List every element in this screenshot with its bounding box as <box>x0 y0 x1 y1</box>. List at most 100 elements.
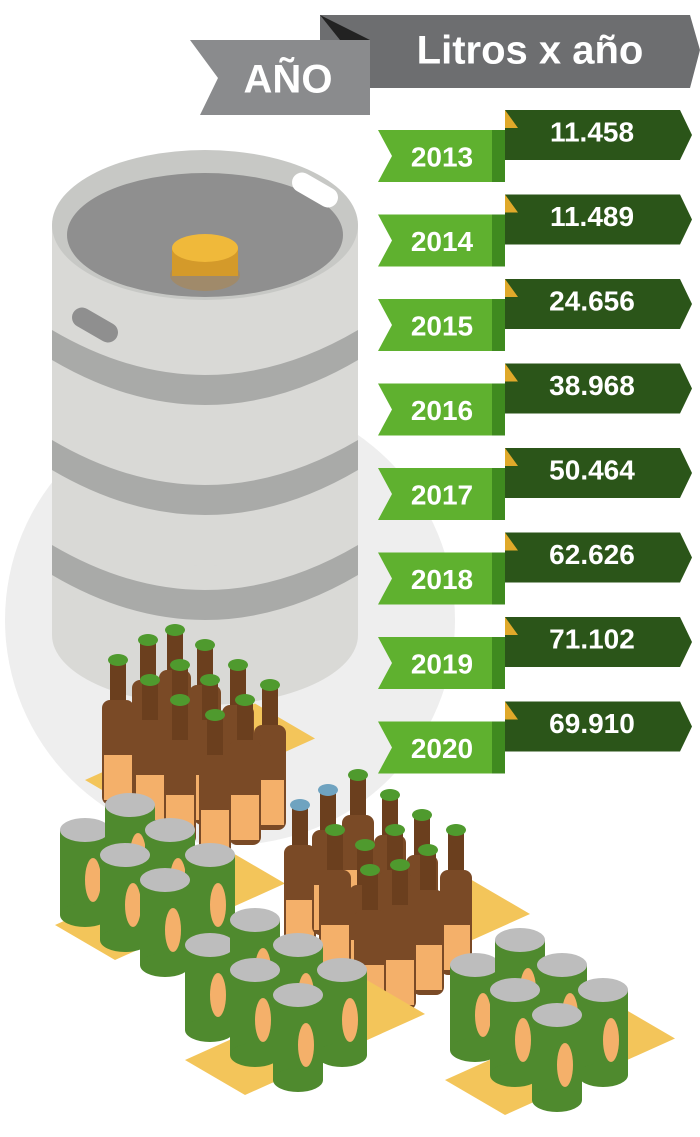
bottle-cap <box>195 639 215 651</box>
year-ribbon-edge <box>492 383 505 436</box>
value-ribbon <box>505 617 692 667</box>
props <box>55 624 675 1115</box>
can-bottom <box>450 1038 500 1062</box>
bottle-neck <box>237 700 253 740</box>
year-label: 2018 <box>411 564 473 595</box>
bottle-neck <box>142 680 158 720</box>
bottle-label <box>104 755 132 800</box>
can-top <box>450 953 500 977</box>
ribbon-fold <box>505 194 518 213</box>
bottle-cap <box>138 634 158 646</box>
bottle-neck <box>262 685 278 725</box>
year-ribbon <box>378 214 505 267</box>
value-ribbon <box>505 363 692 414</box>
bottle-cap <box>170 659 190 671</box>
can-top <box>273 933 323 957</box>
can-label <box>475 993 491 1037</box>
keg <box>52 150 358 705</box>
year-label: 2020 <box>411 733 473 764</box>
value-label: 38.968 <box>549 370 635 401</box>
bottle-cap <box>325 824 345 836</box>
keg-band <box>52 440 358 515</box>
can-label <box>210 973 226 1017</box>
value-ribbon <box>505 532 692 583</box>
can-label <box>165 908 181 952</box>
bottle-neck <box>292 805 308 845</box>
bottle-label <box>231 795 259 840</box>
ribbon-fold <box>505 701 518 720</box>
value-ribbon <box>505 701 692 752</box>
year-ribbon <box>378 552 505 605</box>
can-body <box>140 880 190 965</box>
can-bottom <box>230 1043 280 1067</box>
can-top <box>100 843 150 867</box>
can-label <box>255 998 271 1042</box>
bottle-cap <box>348 769 368 781</box>
year-ribbon-edge <box>492 130 505 182</box>
keg-handle <box>292 172 338 208</box>
year-ribbon-edge <box>492 637 505 689</box>
can-top <box>230 958 280 982</box>
can-body <box>532 1015 582 1100</box>
can-label <box>210 883 226 927</box>
bottle-cap <box>390 859 410 871</box>
can-bottom <box>578 1063 628 1087</box>
bottle-cap <box>235 694 255 706</box>
can-bottom <box>532 1088 582 1112</box>
can-label <box>85 858 101 902</box>
value-ribbon <box>505 194 692 245</box>
bottle-cap <box>205 709 225 721</box>
can-bottom <box>185 1018 235 1042</box>
can-label <box>125 883 141 927</box>
year-label: 2015 <box>411 310 473 341</box>
bottle-neck <box>327 830 343 870</box>
can-body <box>185 855 235 940</box>
bottle-cap <box>140 674 160 686</box>
ribbon-fold <box>505 448 518 466</box>
year-ribbon-edge <box>492 721 505 774</box>
can-body <box>230 970 280 1055</box>
bottle-cap <box>165 624 185 636</box>
can-bottom <box>140 953 190 977</box>
bottle-neck <box>110 660 126 700</box>
bottle-cap <box>290 799 310 811</box>
can-top <box>578 978 628 1002</box>
bottle-neck <box>350 775 366 815</box>
can-bottom <box>60 903 110 927</box>
bottle-cap <box>228 659 248 671</box>
bottle-neck <box>140 640 156 680</box>
rows: 11.458 2013 11.489 2014 24.656 2015 38.968 2016… <box>378 110 692 774</box>
keg-band <box>52 330 358 405</box>
bottle-cap <box>418 844 438 856</box>
bottle-cap <box>260 679 280 691</box>
can-top <box>185 843 235 867</box>
can-body <box>273 995 323 1080</box>
year-label: 2019 <box>411 648 473 679</box>
year-ribbon <box>378 299 505 351</box>
value-label: 69.910 <box>549 708 635 739</box>
keg-band <box>52 545 358 620</box>
ribbon-fold <box>505 363 518 382</box>
can-top <box>105 793 155 817</box>
bottle-cap <box>412 809 432 821</box>
bottle-label <box>414 945 442 990</box>
can-label <box>298 1023 314 1067</box>
can-body <box>317 970 367 1055</box>
ribbon-fold <box>505 617 518 635</box>
banner-fold <box>320 15 370 40</box>
year-label: 2013 <box>411 141 473 172</box>
can-top <box>145 818 195 842</box>
value-banner <box>320 15 700 88</box>
year-ribbon <box>378 721 505 774</box>
can-label <box>603 1018 619 1062</box>
can-top <box>273 983 323 1007</box>
bottle-neck <box>448 830 464 870</box>
year-ribbon <box>378 637 505 689</box>
year-ribbon-edge <box>492 299 505 351</box>
bottle-cap <box>355 839 375 851</box>
can-body <box>185 945 235 1030</box>
can-top <box>495 928 545 952</box>
can-label <box>515 1018 531 1062</box>
